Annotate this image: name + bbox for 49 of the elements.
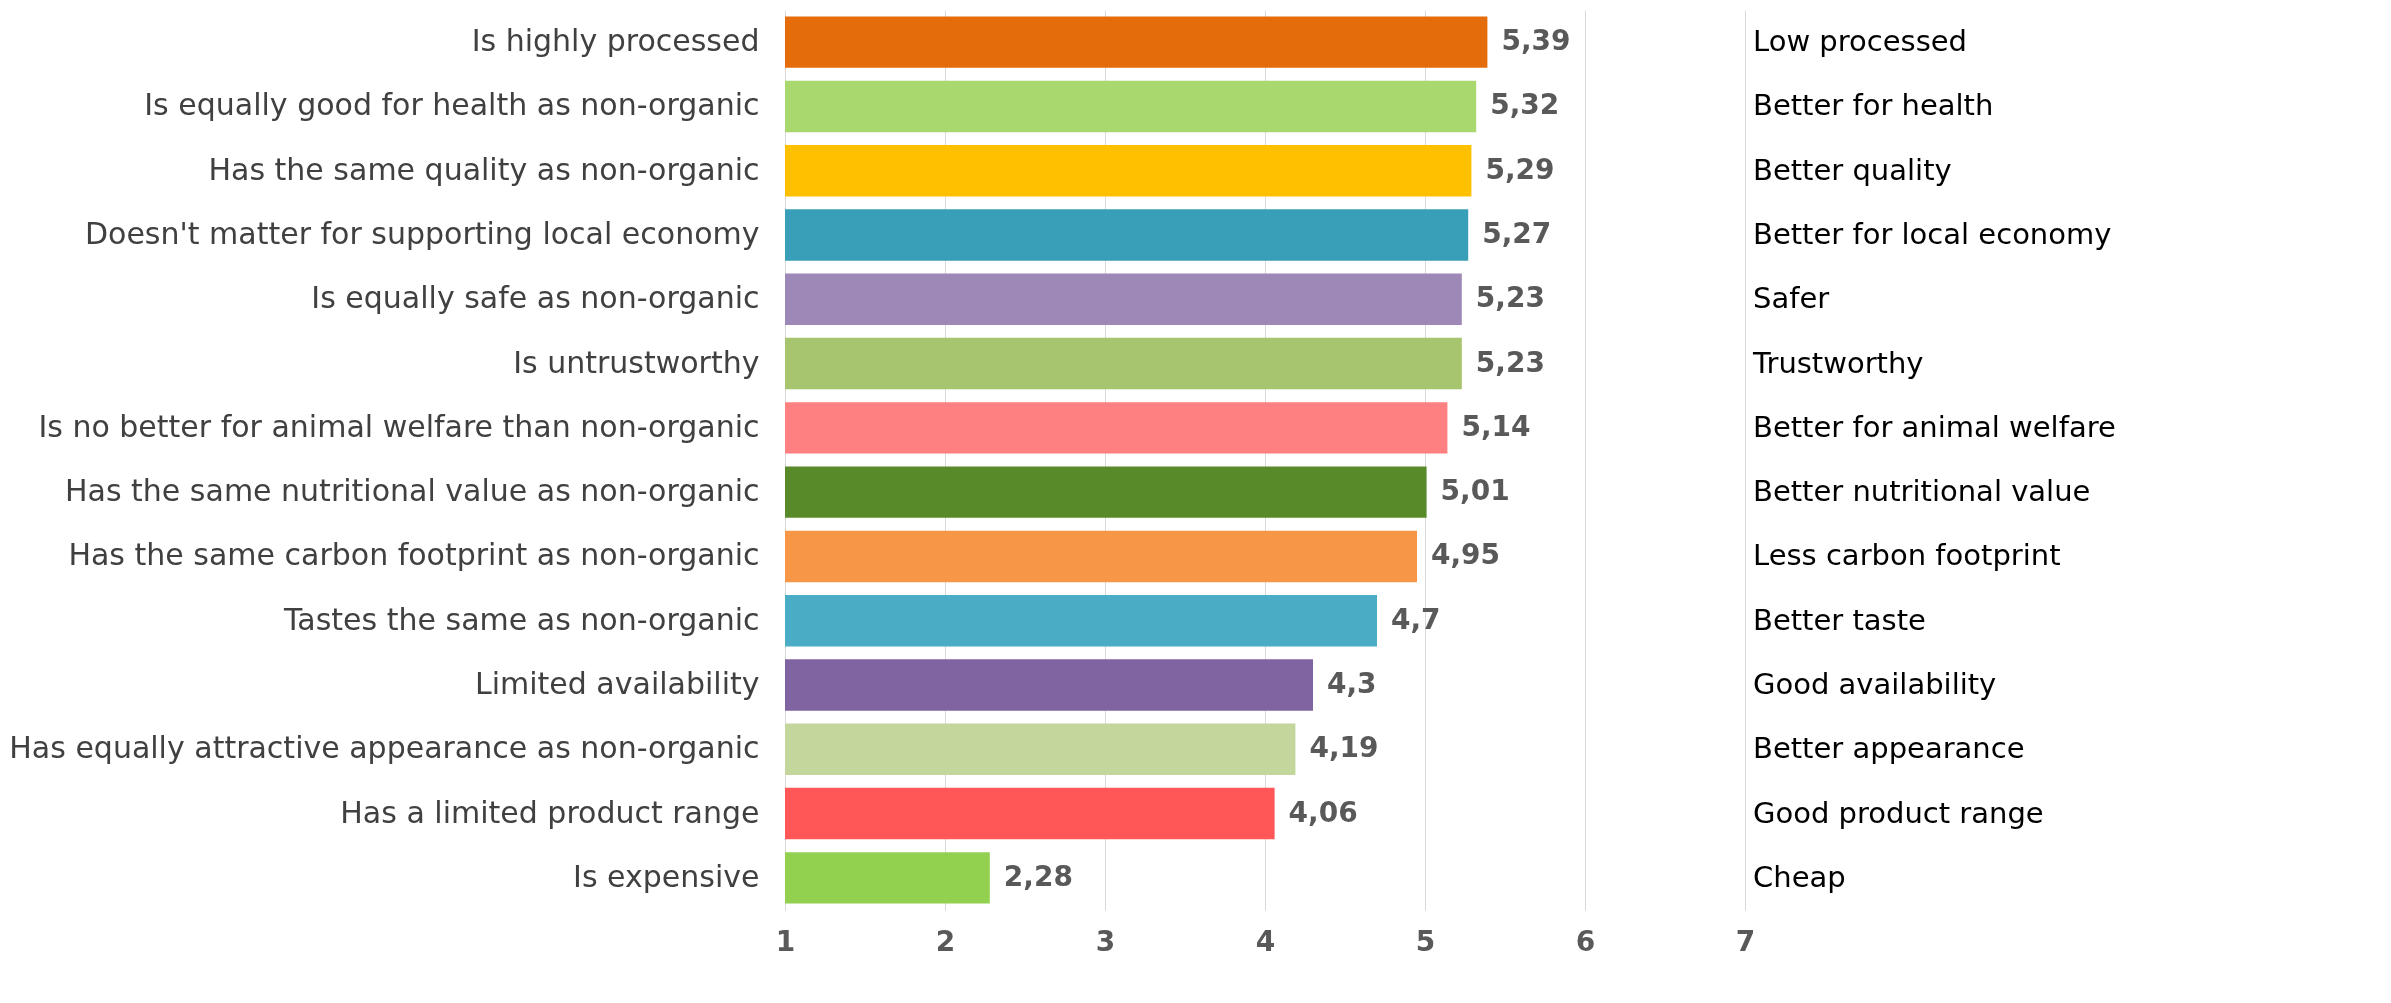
y2-tick-label: Low processed (1753, 24, 1968, 59)
y-tick-label: Is expensive (573, 858, 760, 894)
data-label: 5,23 (1475, 345, 1545, 379)
y-tick-label: Has a limited product range (340, 794, 760, 830)
x-tick-label: 1 (775, 924, 796, 958)
y-tick-label: Is no better for animal welfare than non-organic (38, 408, 760, 444)
data-label: 5,32 (1490, 88, 1560, 122)
data-label: 4,7 (1391, 602, 1441, 636)
y2-tick-label: Cheap (1753, 859, 1846, 894)
y2-tick-label: Better appearance (1753, 731, 2025, 766)
data-label: 5,39 (1501, 24, 1571, 58)
y2-tick-label: Better for health (1753, 88, 1994, 123)
y2-tick-label: Less carbon footprint (1753, 538, 2061, 573)
y-tick-label: Is untrustworthy (513, 344, 760, 380)
data-label: 5,29 (1485, 152, 1555, 186)
x-tick-label: 6 (1575, 924, 1596, 958)
data-label: 5,14 (1461, 409, 1531, 443)
y2-tick-label: Better for animal welfare (1753, 409, 2116, 444)
x-tick-label: 3 (1095, 924, 1116, 958)
y-tick-label: Is highly processed (471, 23, 760, 59)
data-label: 5,23 (1475, 281, 1545, 315)
y2-tick-label: Better taste (1753, 602, 1926, 637)
y2-tick-label: Better nutritional value (1753, 474, 2091, 509)
data-label: 5,27 (1482, 217, 1552, 250)
y-tick-label: Is equally good for health as non-organic (144, 87, 760, 123)
data-label: 4,95 (1431, 538, 1501, 572)
x-tick-label: 7 (1735, 924, 1756, 958)
y-tick-label: Has equally attractive appearance as non-organic (9, 730, 760, 766)
y2-tick-label: Safer (1753, 281, 1830, 316)
data-label: 2,28 (1003, 859, 1073, 893)
y-tick-label: Has the same carbon footprint as non-organic (68, 537, 760, 573)
data-label: 4,19 (1309, 731, 1379, 765)
y-tick-label: Is equally safe as non-organic (311, 280, 760, 316)
y2-tick-label: Good product range (1753, 795, 2044, 830)
x-tick-label: 5 (1415, 924, 1436, 958)
x-tick-label: 4 (1255, 924, 1276, 958)
y-tick-label: Doesn't matter for supporting local economy (84, 216, 760, 251)
data-label: 4,3 (1327, 667, 1377, 700)
y-tick-label: Has the same quality as non-organic (208, 151, 760, 187)
data-label: 5,01 (1440, 474, 1510, 508)
x-tick-label: 2 (935, 924, 956, 958)
y-tick-label: Limited availability (474, 666, 760, 701)
y-tick-label: Tastes the same as non-organic (282, 601, 760, 637)
data-label: 4,06 (1288, 795, 1358, 829)
y2-tick-label: Good availability (1753, 667, 1997, 701)
y2-tick-label: Better for local economy (1753, 217, 2112, 251)
y2-tick-label: Trustworthy (1752, 345, 1924, 380)
y-tick-label: Has the same nutritional value as non-organic (64, 473, 760, 509)
y2-tick-label: Better quality (1753, 152, 1952, 187)
